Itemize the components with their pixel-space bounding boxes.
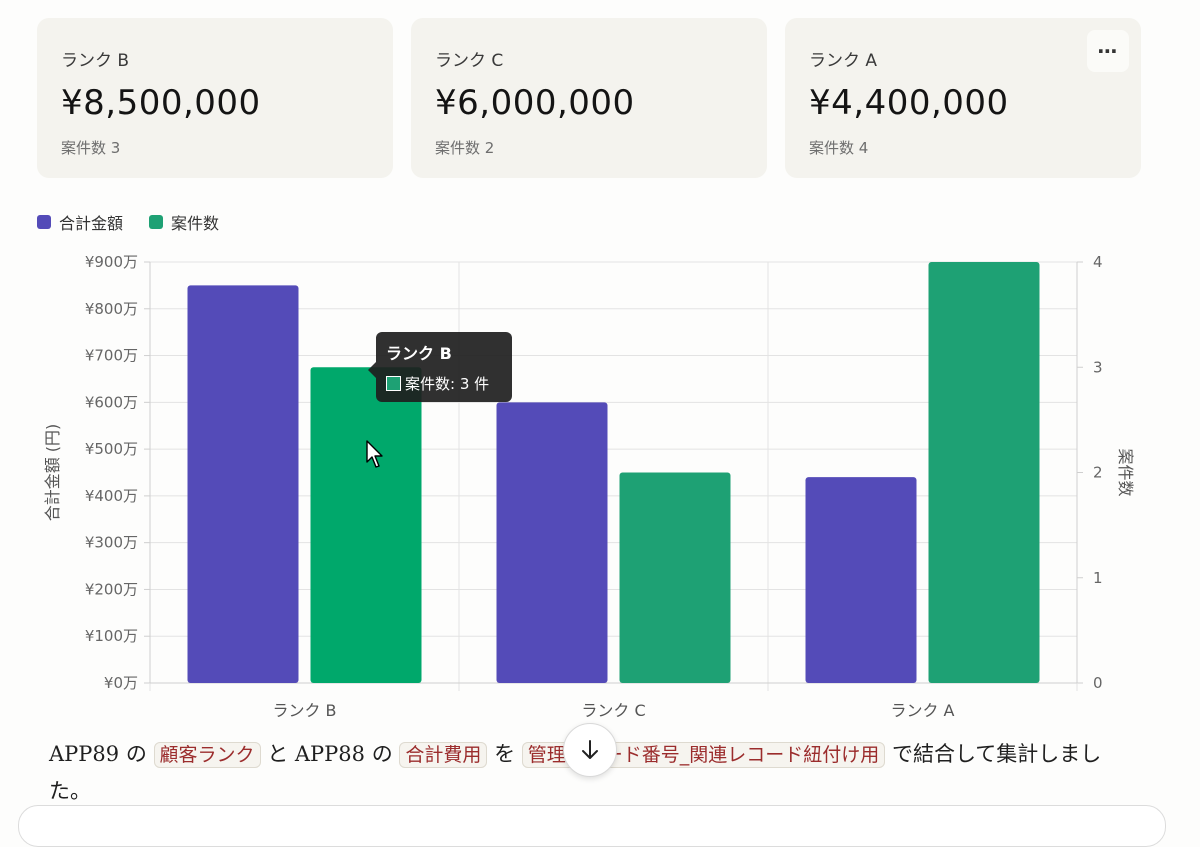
y-tick-label: ¥0万 [104, 674, 138, 692]
legend-swatch-amount [37, 215, 51, 229]
arrow-down-icon [582, 740, 598, 759]
card-count: 案件数 4 [809, 139, 869, 157]
y2-tick-label: 4 [1093, 253, 1103, 271]
card-value: ¥6,000,000 [435, 83, 635, 123]
summary-card-rank-a: ランク A ¥4,400,000 案件数 4 ⋯ [785, 18, 1141, 178]
card-value: ¥4,400,000 [809, 83, 1009, 123]
card-value: ¥8,500,000 [61, 83, 261, 123]
card-label: ランク C [435, 51, 504, 71]
x-tick-label: ランク B [272, 701, 336, 720]
bar-count [619, 472, 731, 683]
y-tick-label: ¥700万 [85, 347, 138, 365]
y-tick-label: ¥500万 [85, 440, 138, 458]
tooltip-row: 案件数: 3 件 [386, 373, 502, 394]
card-count: 案件数 3 [61, 139, 121, 157]
x-tick-label: ランク A [890, 701, 954, 720]
legend-item-count[interactable]: 案件数 [149, 210, 219, 234]
y2-tick-label: 2 [1093, 464, 1103, 482]
y2-tick-label: 1 [1093, 569, 1103, 587]
text-part: と APP88 の [260, 742, 400, 766]
text-part: で結合して集計しました。 [49, 742, 1102, 803]
tooltip-swatch [386, 376, 401, 391]
y-tick-label: ¥100万 [85, 627, 138, 645]
inline-code-total-cost: 合計費用 [399, 742, 488, 768]
summary-card-rank-c: ランク C ¥6,000,000 案件数 2 [411, 18, 767, 178]
bar-amount [496, 402, 608, 683]
mouse-cursor-icon [366, 440, 383, 468]
y-tick-label: ¥300万 [85, 534, 138, 552]
y-tick-label: ¥800万 [85, 300, 138, 318]
card-count: 案件数 2 [435, 139, 495, 157]
y-tick-label: ¥600万 [85, 393, 138, 411]
text-part: を [487, 742, 522, 766]
text-part: APP89 の [49, 742, 154, 766]
inline-code-customer-rank: 顧客ランク [153, 742, 261, 768]
scroll-down-button[interactable] [563, 723, 617, 777]
bar-count [928, 262, 1040, 683]
y2-tick-label: 3 [1093, 358, 1103, 376]
chart-legend: 合計金額 案件数 [37, 210, 219, 234]
x-tick-label: ランク C [581, 701, 645, 720]
card-label: ランク B [61, 51, 130, 71]
more-options-button[interactable]: ⋯ [1087, 30, 1129, 72]
y2-tick-label: 0 [1093, 674, 1103, 692]
legend-label-amount: 合計金額 [59, 214, 124, 233]
bar-amount [805, 477, 917, 683]
y2-axis-title: 案件数 [1116, 448, 1135, 496]
tooltip-value: 案件数: 3 件 [405, 375, 490, 393]
chart-tooltip: ランク B 案件数: 3 件 [368, 332, 512, 402]
bar-chart: ¥0万 ¥100万 ¥200万 ¥300万 ¥400万 ¥500万 ¥600万 ¥700万 ¥8… [43, 253, 1135, 720]
y-tick-label: ¥900万 [85, 253, 138, 271]
tooltip-title: ランク B [386, 344, 452, 363]
legend-swatch-count [149, 215, 164, 229]
y-tick-label: ¥200万 [85, 580, 138, 598]
y-tick-label: ¥400万 [85, 487, 138, 505]
y-axis-title: 合計金額 (円) [43, 424, 62, 522]
chat-input-box[interactable] [18, 805, 1166, 847]
legend-item-amount[interactable]: 合計金額 [37, 210, 123, 234]
bar-count [310, 367, 422, 683]
legend-label-count: 案件数 [171, 214, 220, 233]
card-label: ランク A [809, 51, 878, 71]
bar-amount [187, 285, 299, 683]
summary-card-rank-b: ランク B ¥8,500,000 案件数 3 [37, 18, 393, 178]
